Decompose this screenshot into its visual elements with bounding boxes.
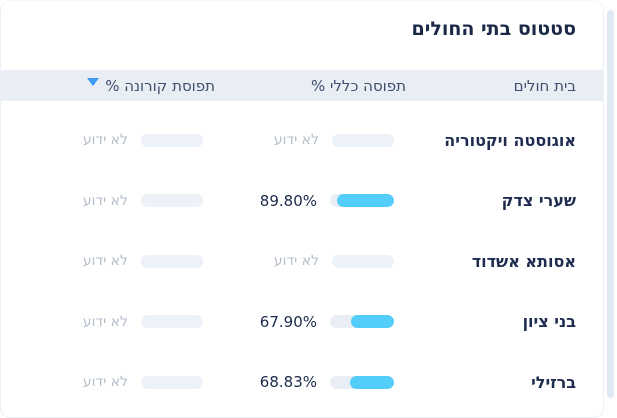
table-row: בני ציון 67.90% לא ידוע [1,292,603,353]
unknown-pill [141,133,203,147]
unknown-pill [141,375,203,389]
hospital-name: שערי צדק [501,191,576,211]
column-header-hospital-label: בית חולים [513,76,576,95]
hospital-status-card: סטטוס בתי החולים בית חולים תפוסה כללי % … [0,0,604,418]
sort-triangle-down-icon[interactable] [87,77,100,86]
unknown-label: לא ידוע [82,192,128,209]
hospital-name: אוגוסטה ויקטוריה [444,130,576,150]
occupancy-value: 68.83% [259,373,317,392]
table-row: ברזילי 68.83% לא ידוע [1,352,603,413]
unknown-label: לא ידוע [82,253,128,270]
occupancy-cell-corona: לא ידוע [0,374,215,390]
unknown-label: לא ידוע [82,313,128,330]
column-header-general-label: תפוסה כללי % [311,76,406,95]
unknown-pill [141,315,203,329]
occupancy-cell-general: 68.83% [215,373,406,391]
scrollbar[interactable] [607,10,614,398]
occupancy-cell-corona: לא ידוע [0,132,215,148]
unknown-label: לא ידוע [273,253,319,270]
column-header-corona-label: תפוסת קורונה % [105,76,215,95]
occupancy-bar-fill [336,194,394,208]
occupancy-bar-fill [349,375,394,389]
hospital-name: אסותא אשדוד [471,251,576,271]
occupancy-value: 89.80% [259,191,317,210]
occupancy-cell-general: 89.80% [215,192,406,210]
unknown-label: לא ידוע [273,132,319,149]
unknown-pill [141,194,203,208]
table-row: אסותא אשדוד לא ידוע לא ידוע [1,231,603,292]
occupancy-cell-general: לא ידוע [215,253,406,269]
occupancy-cell-corona: לא ידוע [0,314,215,330]
occupancy-cell-corona: לא ידוע [0,253,215,269]
table-body: אוגוסטה ויקטוריה לא ידוע לא ידוע שערי צדק 89… [1,101,603,413]
hospital-name: ברזילי [531,372,576,392]
unknown-pill [332,254,394,268]
page-title: סטטוס בתי החולים [411,18,577,40]
column-header-hospital: בית חולים [406,77,576,95]
occupancy-value: 67.90% [259,312,317,331]
column-header-general-occupancy: תפוסה כללי % [215,77,406,95]
table-header: בית חולים תפוסה כללי % תפוסת קורונה % [1,70,603,101]
occupancy-cell-general: 67.90% [215,313,406,331]
occupancy-cell-general: לא ידוע [215,132,406,148]
occupancy-bar [330,315,394,329]
unknown-pill [332,133,394,147]
hospital-name: בני ציון [522,312,576,332]
occupancy-cell-corona: לא ידוע [0,193,215,209]
occupancy-bar-fill [350,315,394,329]
unknown-pill [141,254,203,268]
occupancy-bar [330,375,394,389]
occupancy-bar [330,194,394,208]
column-header-corona-occupancy: תפוסת קורונה % [0,77,215,95]
unknown-label: לא ידוע [82,374,128,391]
table-row: שערי צדק 89.80% לא ידוע [1,171,603,232]
unknown-label: לא ידוע [82,132,128,149]
table-row: אוגוסטה ויקטוריה לא ידוע לא ידוע [1,110,603,171]
